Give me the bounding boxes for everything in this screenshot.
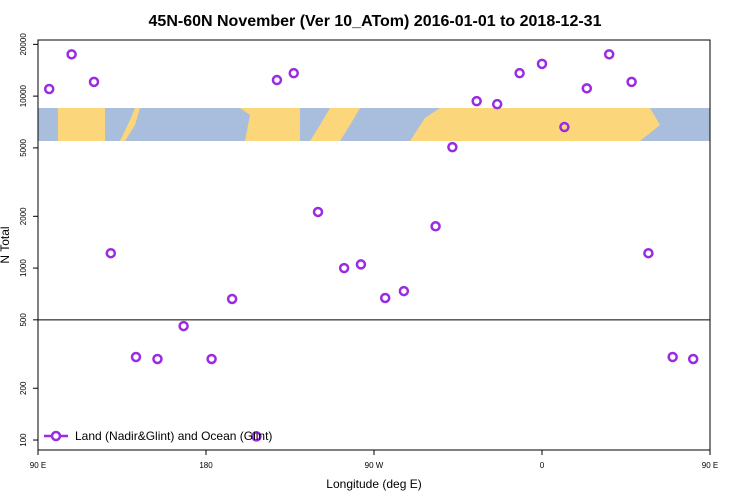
y-tick-label: 5000 [19,138,28,156]
data-point [667,351,678,363]
y-tick-label: 2000 [19,207,28,225]
x-tick-label: 90 W [365,461,384,470]
data-point [379,292,391,304]
data-point [559,121,570,133]
map-ocean [105,108,135,141]
y-tick-label: 1000 [19,259,28,277]
data-point [43,83,55,95]
data-point [643,247,654,259]
data-point [288,67,299,79]
x-axis-label: Longitude (deg E) [326,477,421,491]
y-tick-label: 20000 [19,33,28,56]
data-point [66,49,77,60]
x-tick-label: 90 E [702,461,718,470]
data-point [206,353,217,365]
data-point [105,247,117,259]
data-point [338,262,350,274]
data-point [687,353,699,365]
legend-marker [50,430,62,442]
data-point [88,76,100,88]
map-ocean [38,108,58,141]
y-tick-label: 500 [19,313,28,327]
x-tick-label: 0 [540,461,545,470]
legend-label: Land (Nadir&Glint) and Ocean (Glint) [75,429,272,443]
data-point [226,293,238,305]
data-point [271,74,283,86]
y-tick-label: 10000 [19,84,28,107]
data-point [581,83,593,94]
data-point [398,285,410,297]
map-ocean [340,108,440,141]
y-tick-label: 100 [19,433,28,447]
data-point [447,141,458,153]
x-tick-label: 180 [199,461,213,470]
map-ocean [640,108,710,141]
y-axis-label: N Total [0,226,12,263]
map-band [38,108,710,141]
x-tick-label: 90 E [30,461,46,470]
data-point [491,98,503,110]
data-point [178,320,189,332]
data-point [626,76,637,88]
map-ocean [300,108,330,141]
y-tick-label: 200 [19,381,28,395]
data-point [514,67,525,79]
data-point [251,431,262,442]
data-point [152,353,163,365]
data-point [430,221,441,232]
data-point [603,49,615,60]
plot-frame [37,39,711,451]
data-point [471,95,482,107]
data-point [355,259,367,270]
map-ocean [125,108,250,141]
data-point [312,206,324,218]
chart-title: 45N-60N November (Ver 10_ATom) 2016-01-0… [149,13,602,30]
data-point [536,58,548,70]
data-point [130,351,142,363]
